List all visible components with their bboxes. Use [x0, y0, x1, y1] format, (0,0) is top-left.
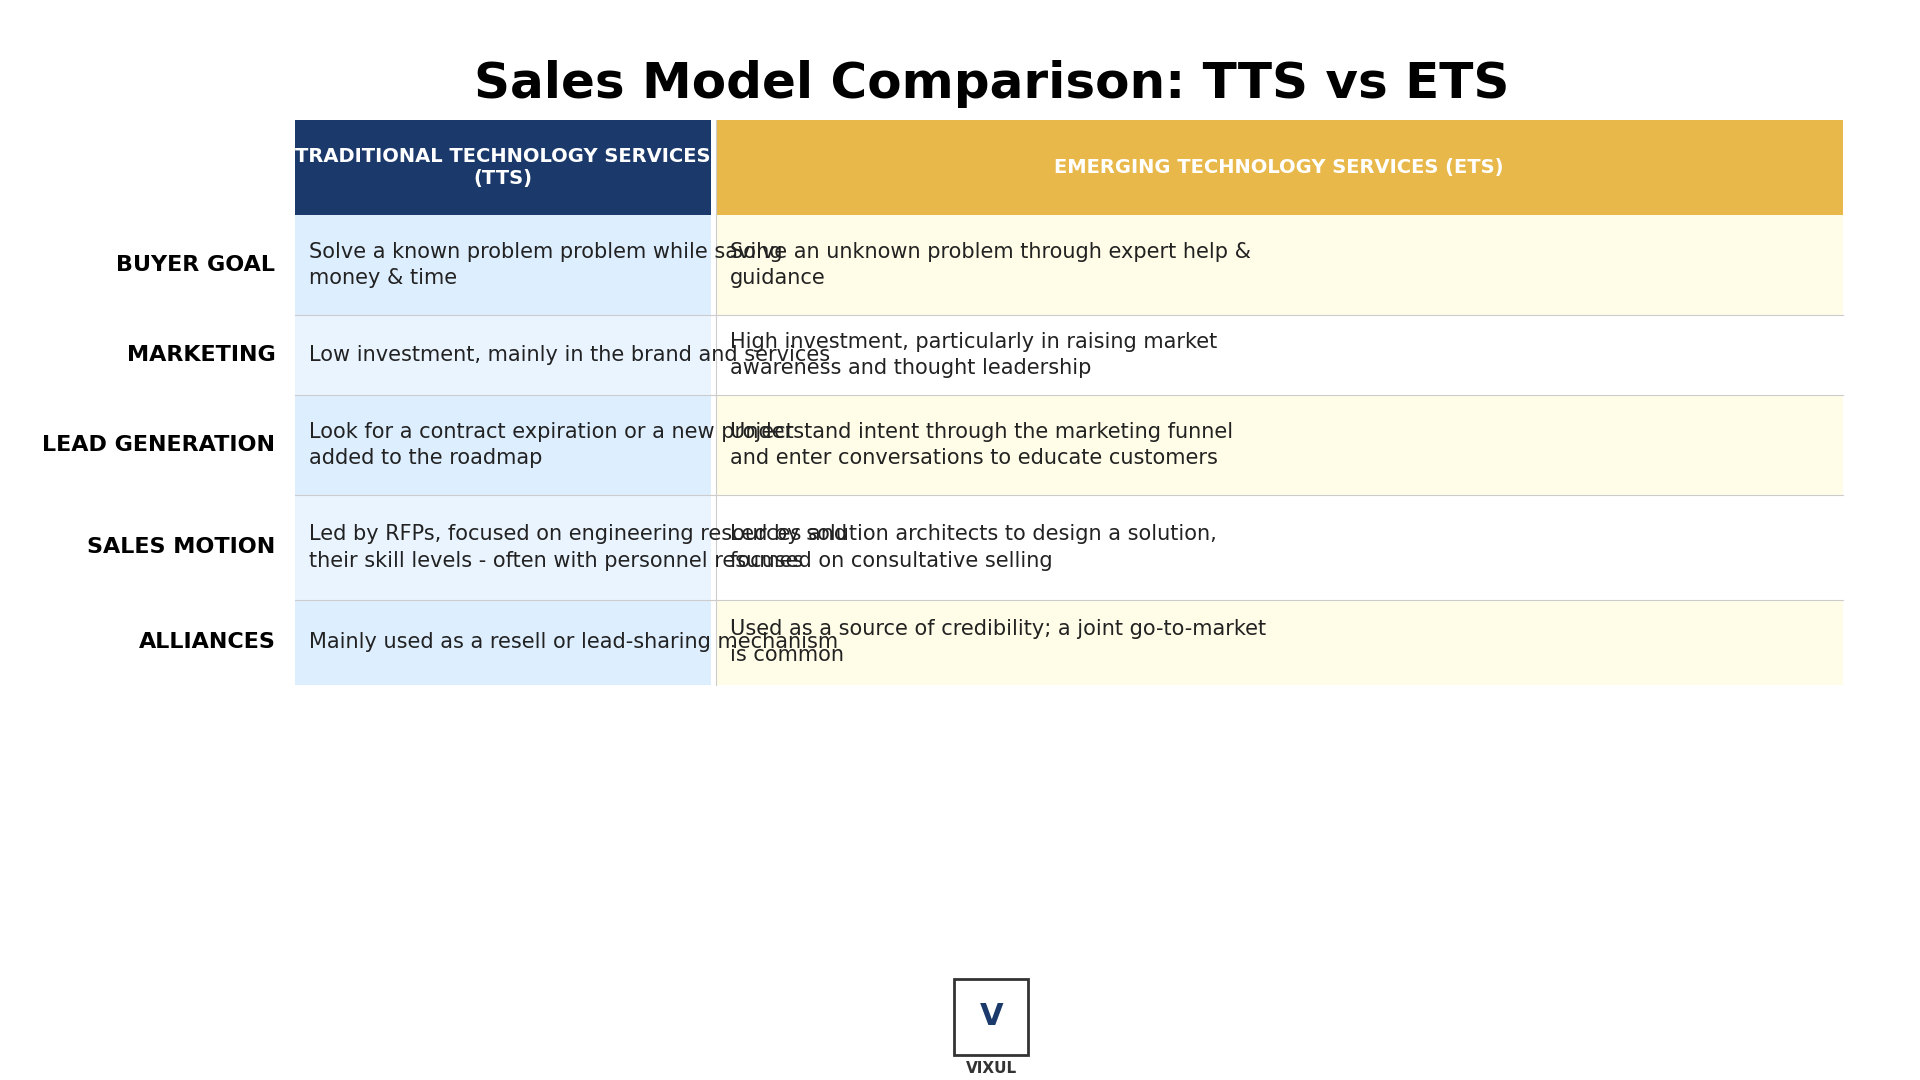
- Text: V: V: [979, 1002, 1002, 1031]
- Text: MARKETING: MARKETING: [127, 345, 275, 365]
- FancyBboxPatch shape: [716, 395, 1843, 495]
- FancyBboxPatch shape: [294, 599, 710, 685]
- Text: High investment, particularly in raising market
awareness and thought leadership: High investment, particularly in raising…: [730, 332, 1217, 378]
- FancyBboxPatch shape: [716, 215, 1843, 315]
- Text: Look for a contract expiration or a new project
added to the roadmap: Look for a contract expiration or a new …: [309, 421, 795, 468]
- Text: VIXUL: VIXUL: [966, 1061, 1018, 1076]
- Text: Used as a source of credibility; a joint go-to-market
is common: Used as a source of credibility; a joint…: [730, 619, 1265, 665]
- Text: EMERGING TECHNOLOGY SERVICES (ETS): EMERGING TECHNOLOGY SERVICES (ETS): [1054, 158, 1503, 177]
- Text: Low investment, mainly in the brand and services: Low investment, mainly in the brand and …: [309, 345, 829, 365]
- Text: Led by solution architects to design a solution,
focused on consultative selling: Led by solution architects to design a s…: [730, 524, 1217, 570]
- FancyBboxPatch shape: [294, 495, 710, 599]
- Text: Mainly used as a resell or lead-sharing mechanism: Mainly used as a resell or lead-sharing …: [309, 632, 839, 652]
- Text: Solve a known problem problem while saving
money & time: Solve a known problem problem while savi…: [309, 242, 783, 288]
- FancyBboxPatch shape: [716, 120, 1843, 215]
- Text: BUYER GOAL: BUYER GOAL: [117, 255, 275, 275]
- Text: Led by RFPs, focused on engineering resources and
their skill levels - often wit: Led by RFPs, focused on engineering reso…: [309, 524, 847, 570]
- Text: LEAD GENERATION: LEAD GENERATION: [42, 435, 275, 455]
- Text: TRADITIONAL TECHNOLOGY SERVICES
(TTS): TRADITIONAL TECHNOLOGY SERVICES (TTS): [296, 147, 710, 188]
- FancyBboxPatch shape: [294, 120, 710, 215]
- Text: ALLIANCES: ALLIANCES: [138, 632, 275, 652]
- FancyBboxPatch shape: [716, 599, 1843, 685]
- FancyBboxPatch shape: [294, 395, 710, 495]
- FancyBboxPatch shape: [954, 978, 1027, 1055]
- Text: SALES MOTION: SALES MOTION: [86, 538, 275, 557]
- Text: Solve an unknown problem through expert help &
guidance: Solve an unknown problem through expert …: [730, 242, 1252, 288]
- FancyBboxPatch shape: [294, 315, 710, 395]
- Text: Understand intent through the marketing funnel
and enter conversations to educat: Understand intent through the marketing …: [730, 421, 1233, 468]
- FancyBboxPatch shape: [716, 495, 1843, 599]
- FancyBboxPatch shape: [716, 315, 1843, 395]
- Text: Sales Model Comparison: TTS vs ETS: Sales Model Comparison: TTS vs ETS: [474, 60, 1509, 108]
- FancyBboxPatch shape: [294, 215, 710, 315]
